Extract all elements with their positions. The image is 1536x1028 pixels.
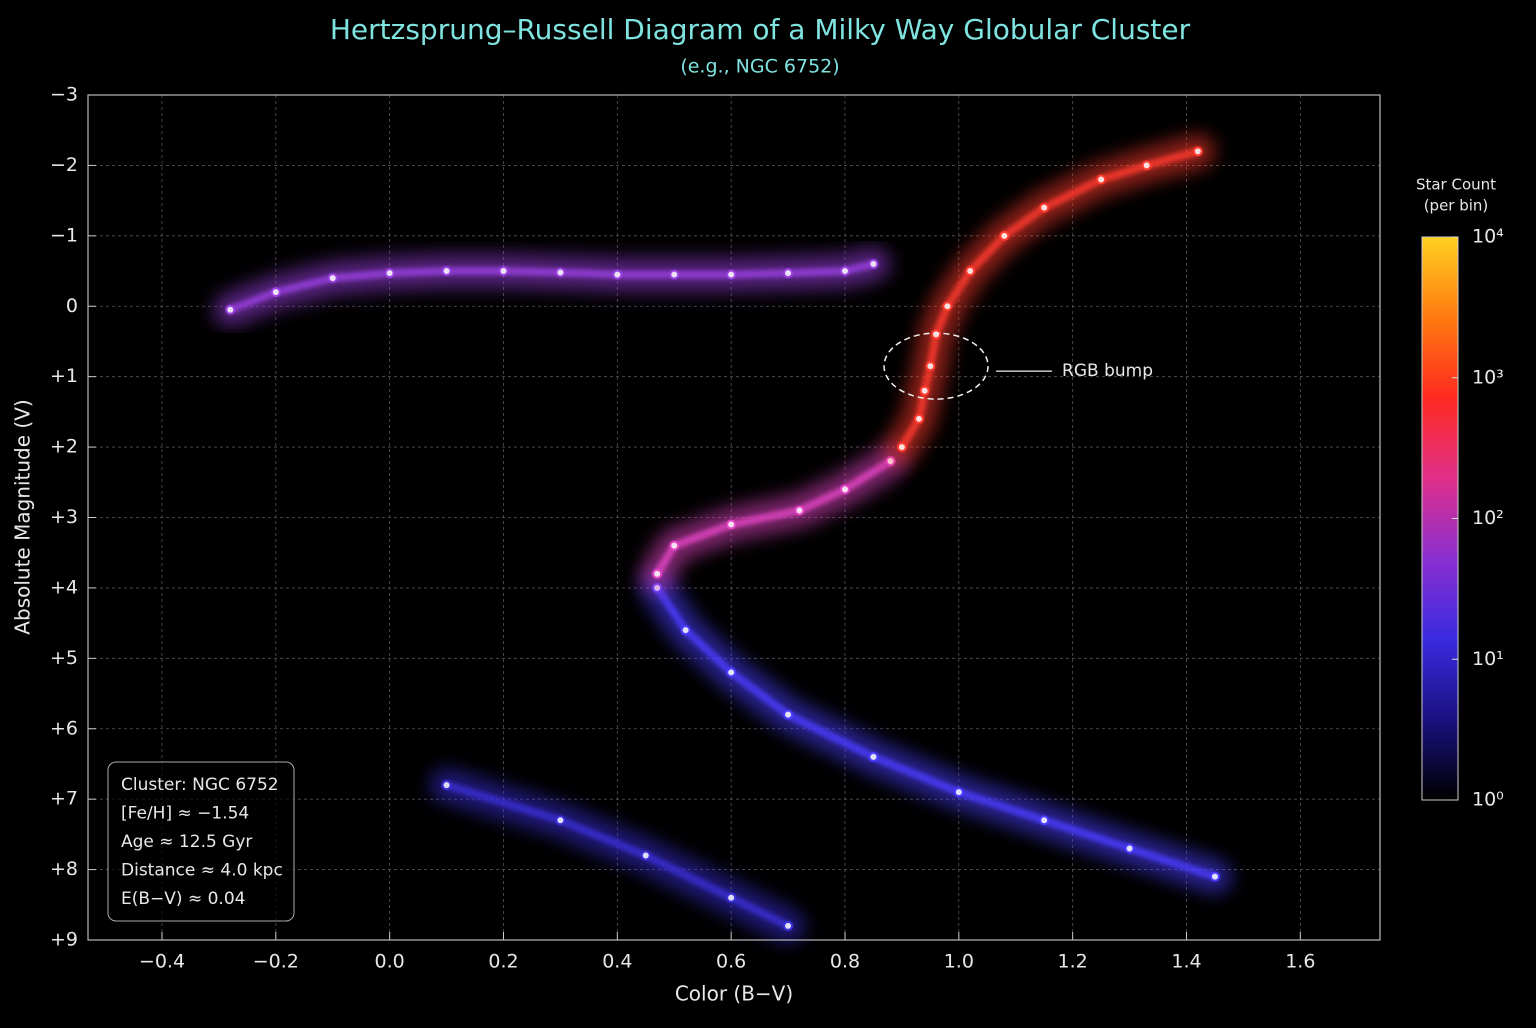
info-line: [Fe/H] ≈ −1.54 — [121, 804, 249, 824]
y-tick-label: +6 — [50, 717, 78, 739]
x-tick-label: 0.4 — [602, 951, 632, 973]
y-tick-label: −2 — [50, 154, 78, 176]
star-point — [1039, 202, 1050, 213]
x-tick-label: 0.2 — [488, 951, 518, 973]
y-tick-label: +9 — [50, 929, 78, 951]
y-tick-label: −3 — [50, 84, 78, 106]
star-point — [669, 540, 680, 551]
x-tick-label: 1.2 — [1058, 951, 1088, 973]
star-point — [270, 287, 281, 298]
star-point — [913, 413, 924, 424]
star-point — [726, 892, 737, 903]
x-tick-label: 1.0 — [944, 951, 974, 973]
chart-title: Hertzsprung–Russell Diagram of a Milky W… — [330, 13, 1191, 46]
star-point — [669, 269, 680, 280]
y-tick-label: 0 — [66, 295, 78, 317]
y-tick-label: −1 — [50, 224, 78, 246]
star-point — [225, 304, 236, 315]
grid: −0.4 −0.2 0.0 0.2 0.4 0.6 0.8 1.0 1.2 1.4 1.6 −3 −2 −… — [50, 84, 1380, 973]
star-point — [953, 787, 964, 798]
y-tick-label: +8 — [50, 858, 78, 880]
y-tick-label: +5 — [50, 647, 78, 669]
info-line: Age ≈ 12.5 Gyr — [121, 832, 252, 852]
colorbar-tick-label: 10⁰ — [1472, 789, 1504, 811]
x-tick-label: 1.4 — [1171, 951, 1201, 973]
x-tick-label: 0.6 — [716, 951, 746, 973]
y-tick-label: +7 — [50, 788, 78, 810]
info-line: E(B−V) ≈ 0.04 — [121, 889, 245, 909]
chart-subtitle: (e.g., NGC 6752) — [680, 56, 839, 78]
star-point — [498, 266, 509, 277]
y-axis-label: Absolute Magnitude (V) — [11, 399, 35, 634]
x-tick-label: −0.4 — [139, 951, 185, 973]
star-point — [726, 269, 737, 280]
marks — [213, 134, 1232, 943]
star-point — [612, 269, 623, 280]
colorbar-tick-label: 10³ — [1472, 366, 1504, 388]
star-point — [726, 519, 737, 530]
star-point — [839, 266, 850, 277]
y-tick-label: +1 — [50, 365, 78, 387]
star-point — [652, 568, 663, 579]
colorbar-tick-label: 10² — [1472, 507, 1504, 529]
overlay: RGB bump Cluster: NGC 6752 [Fe/H] ≈ −1.54 A… — [107, 176, 1504, 922]
star-point — [919, 385, 930, 396]
x-tick-label: 0.0 — [375, 951, 405, 973]
colorbar-tick-label: 10¹ — [1472, 648, 1504, 670]
star-point — [925, 361, 936, 372]
info-line: Distance ≈ 4.0 kpc — [121, 861, 283, 881]
star-point — [931, 329, 942, 340]
star-point — [1192, 146, 1203, 157]
branch-core — [653, 457, 895, 578]
star-point — [1039, 815, 1050, 826]
star-point — [783, 920, 794, 931]
x-tick-label: 0.8 — [830, 951, 860, 973]
star-point — [555, 815, 566, 826]
star-point — [783, 709, 794, 720]
star-point — [965, 266, 976, 277]
star-point — [896, 442, 907, 453]
info-box — [107, 761, 295, 922]
x-axis-label: Color (B−V) — [675, 982, 793, 1006]
star-point — [1124, 843, 1135, 854]
star-point — [441, 266, 452, 277]
x-tick-label: −0.2 — [253, 951, 299, 973]
star-point — [384, 268, 395, 279]
star-point — [680, 625, 691, 636]
star-point — [839, 484, 850, 495]
x-tick-label: 1.6 — [1285, 951, 1315, 973]
star-point — [1096, 174, 1107, 185]
star-point — [1209, 871, 1220, 882]
star-point — [868, 751, 879, 762]
star-point — [868, 259, 879, 269]
star-point — [999, 230, 1010, 241]
star-point — [441, 780, 452, 791]
star-point — [1141, 160, 1152, 171]
plot-frame — [87, 94, 1381, 941]
star-point — [640, 850, 651, 861]
star-point — [942, 301, 953, 312]
info-line: Cluster: NGC 6752 — [121, 775, 279, 795]
star-point — [327, 273, 338, 284]
colorbar-label: (per bin) — [1424, 197, 1489, 215]
star-point — [794, 505, 805, 516]
star-point — [555, 267, 566, 278]
annotation-ellipse — [883, 332, 989, 400]
colorbar-label: Star Count — [1416, 176, 1496, 194]
y-tick-label: +2 — [50, 436, 78, 458]
star-point — [726, 667, 737, 678]
star-point — [783, 268, 794, 279]
y-tick-label: +4 — [50, 576, 78, 598]
annotation-text: RGB bump — [1062, 361, 1153, 381]
colorbar-tick-label: 10⁴ — [1472, 226, 1504, 248]
y-tick-label: +3 — [50, 506, 78, 528]
